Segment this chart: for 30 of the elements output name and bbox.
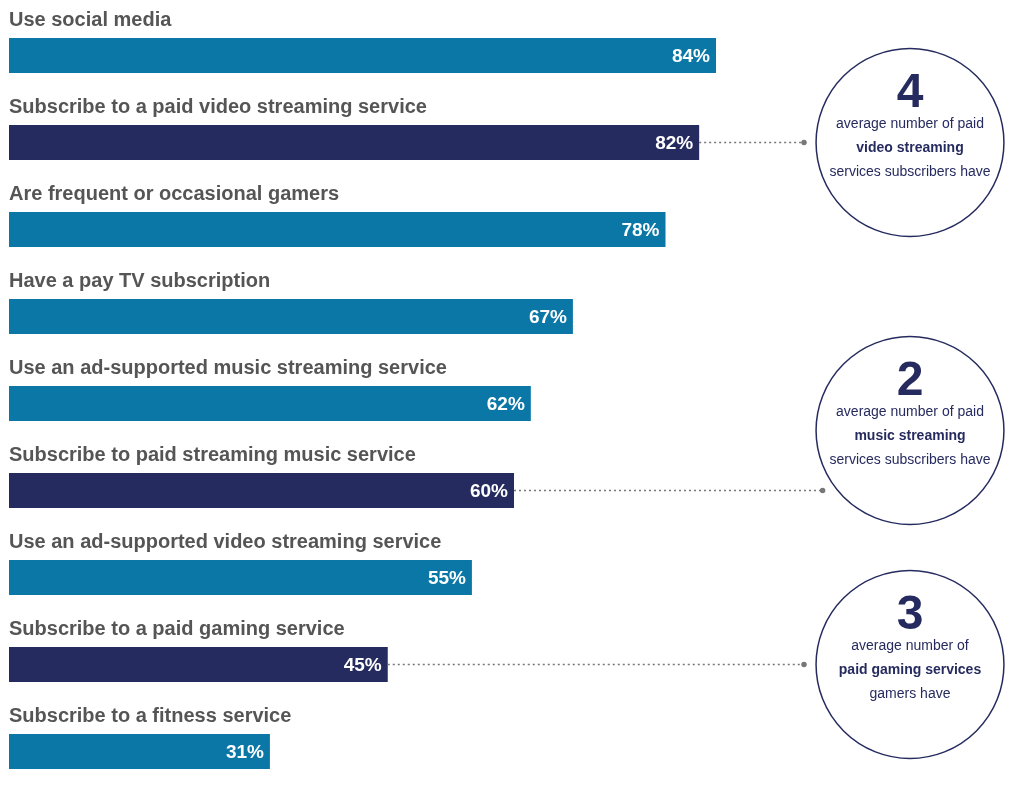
bar bbox=[9, 473, 514, 508]
y-tick-label: Subscribe to paid streaming music service bbox=[9, 442, 416, 465]
text: 3 average number of paid gaming services gamers have bbox=[838, 585, 982, 701]
data-label: 82% bbox=[655, 131, 694, 153]
y-tick-label: Use social media bbox=[9, 7, 173, 30]
y-tick-label: Subscribe to a paid gaming service bbox=[9, 616, 345, 639]
bar bbox=[9, 734, 270, 769]
y-tick-label: Have a pay TV subscription bbox=[9, 268, 271, 291]
bar bbox=[9, 299, 573, 334]
text: 4 average number of paid video streaming services subscribers have bbox=[829, 63, 991, 179]
data-label: 84% bbox=[671, 44, 711, 66]
data-label: 62% bbox=[486, 392, 525, 414]
data-label: 60% bbox=[469, 479, 509, 501]
bar bbox=[9, 647, 388, 682]
y-tick-label: Use an ad-supported video streaming service bbox=[9, 529, 442, 552]
y-tick-label: Use an ad-supported music streaming service bbox=[9, 355, 447, 378]
data-label: 78% bbox=[621, 218, 660, 240]
data-label: 67% bbox=[528, 305, 568, 327]
bar bbox=[9, 560, 472, 595]
bar bbox=[9, 212, 666, 247]
data-label: 55% bbox=[427, 566, 467, 588]
y-tick-label: Are frequent or occasional gamers bbox=[9, 181, 340, 204]
bar bbox=[9, 386, 531, 421]
data-label: 31% bbox=[225, 740, 265, 762]
y-tick-label: Subscribe to a paid video streaming service bbox=[9, 94, 427, 117]
bar bbox=[9, 125, 700, 160]
bar bbox=[9, 38, 716, 73]
y-tick-label: Subscribe to a fitness service bbox=[9, 703, 292, 726]
text: 2 average number of paid music streaming services subscribers have bbox=[829, 351, 991, 467]
data-label: 45% bbox=[343, 653, 382, 675]
